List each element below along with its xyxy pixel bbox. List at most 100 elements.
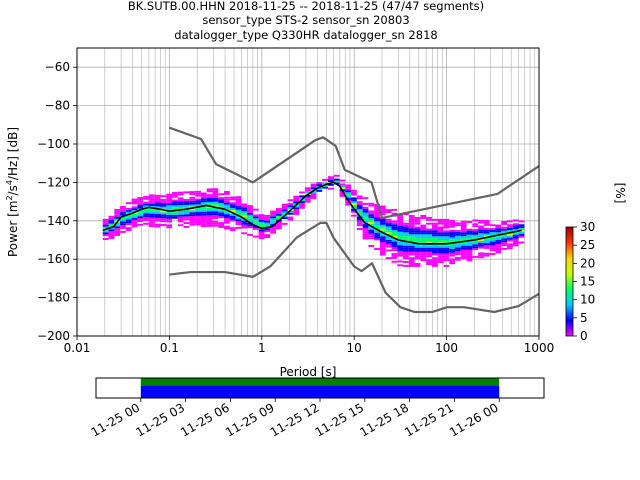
histogram-cell — [379, 224, 386, 227]
histogram-cell — [414, 255, 421, 258]
histogram-cell — [177, 212, 184, 215]
ylabel-sup-2: 4 — [5, 180, 14, 185]
histogram-cell — [414, 264, 421, 267]
histogram-cell — [478, 235, 484, 238]
ylabel-sup-1: 2 — [5, 195, 14, 200]
histogram-cell — [374, 219, 380, 222]
histogram-cell — [455, 224, 461, 227]
histogram-cell — [183, 212, 190, 215]
histogram-cell — [408, 253, 415, 256]
coverage-tick-label: 11-25 18 — [357, 400, 411, 439]
histogram-cell — [195, 200, 201, 203]
histogram-cell — [183, 214, 190, 217]
histogram-cell — [212, 201, 219, 204]
histogram-cell — [218, 212, 225, 215]
histogram-cell — [327, 176, 334, 179]
histogram-cell — [437, 234, 444, 237]
histogram-cell — [374, 223, 380, 226]
histogram-cell — [478, 227, 484, 230]
histogram-cell — [304, 198, 311, 201]
histogram-cell — [195, 213, 201, 216]
histogram-cell — [501, 234, 508, 237]
histogram-cell — [212, 190, 219, 193]
histogram-cell — [397, 250, 404, 253]
histogram-cell — [437, 255, 444, 258]
histogram-cell — [125, 229, 132, 231]
histogram-cell — [408, 230, 415, 233]
histogram-cell — [379, 238, 386, 241]
histogram-cell — [420, 236, 427, 239]
histogram-cell — [403, 213, 409, 216]
histogram-cell — [333, 178, 340, 181]
histogram-cell — [426, 249, 432, 252]
histogram-cell — [495, 239, 502, 242]
histogram-cell — [108, 235, 115, 237]
histogram-cell — [195, 215, 201, 218]
histogram-cell — [443, 240, 450, 242]
histogram-cell — [356, 210, 363, 213]
histogram-cell — [426, 232, 432, 235]
histogram-cell — [374, 215, 380, 218]
histogram-cell — [495, 238, 502, 240]
histogram-cell — [391, 220, 398, 223]
histogram-cell — [206, 207, 213, 210]
histogram-cell — [189, 196, 196, 199]
histogram-cell — [385, 222, 392, 225]
histogram-cell — [397, 214, 404, 217]
histogram-cell — [356, 218, 363, 221]
histogram-cell — [443, 251, 450, 254]
histogram-cell — [270, 210, 277, 213]
histogram-cell — [512, 240, 519, 243]
histogram-cell — [120, 223, 126, 226]
histogram-cell — [443, 222, 450, 225]
histogram-cell — [206, 201, 213, 204]
y-tick-label: −100 — [37, 137, 70, 151]
histogram-cell — [385, 245, 392, 248]
histogram-cell — [466, 255, 473, 258]
colorbar-tick-label: 30 — [580, 220, 595, 234]
histogram-cell — [247, 218, 253, 221]
histogram-cell — [431, 222, 438, 225]
histogram-cell — [391, 233, 398, 236]
histogram-cell — [322, 182, 328, 185]
histogram-cell — [131, 210, 138, 213]
histogram-cell — [195, 210, 201, 212]
histogram-cell — [212, 211, 219, 214]
histogram-cell — [449, 231, 456, 234]
histogram-cell — [166, 214, 173, 217]
histogram-cell — [218, 204, 225, 207]
histogram-cell — [252, 216, 259, 219]
histogram-cell — [379, 219, 386, 221]
histogram-cell — [431, 261, 438, 264]
histogram-cell — [235, 226, 242, 229]
histogram-cell — [241, 220, 248, 223]
histogram-cell — [310, 191, 317, 194]
histogram-cell — [160, 218, 167, 221]
histogram-cell — [403, 224, 409, 227]
histogram-cell — [177, 218, 184, 221]
histogram-cell — [495, 236, 502, 239]
histogram-cell — [408, 215, 415, 217]
histogram-cell — [431, 236, 438, 239]
colorbar-gradient — [565, 226, 574, 337]
histogram-cell — [177, 191, 184, 194]
histogram-cell — [229, 198, 236, 201]
histogram-cell — [131, 208, 138, 211]
histogram-cell — [293, 201, 300, 204]
histogram-cell — [252, 224, 259, 226]
histogram-cell — [120, 209, 126, 212]
histogram-cell — [368, 227, 375, 230]
histogram-cell — [131, 213, 138, 216]
colorbar-tick-label: 25 — [580, 238, 595, 252]
histogram-cell — [512, 234, 519, 237]
histogram-cell — [362, 233, 369, 236]
histogram-cell — [403, 222, 409, 225]
histogram-cell — [478, 244, 484, 247]
histogram-cell — [143, 211, 149, 214]
histogram-cell — [414, 253, 421, 256]
histogram-cell — [148, 225, 155, 228]
histogram-cell — [374, 205, 380, 208]
histogram-cell — [489, 231, 496, 234]
histogram-cell — [137, 204, 144, 207]
histogram-cell — [472, 248, 479, 251]
